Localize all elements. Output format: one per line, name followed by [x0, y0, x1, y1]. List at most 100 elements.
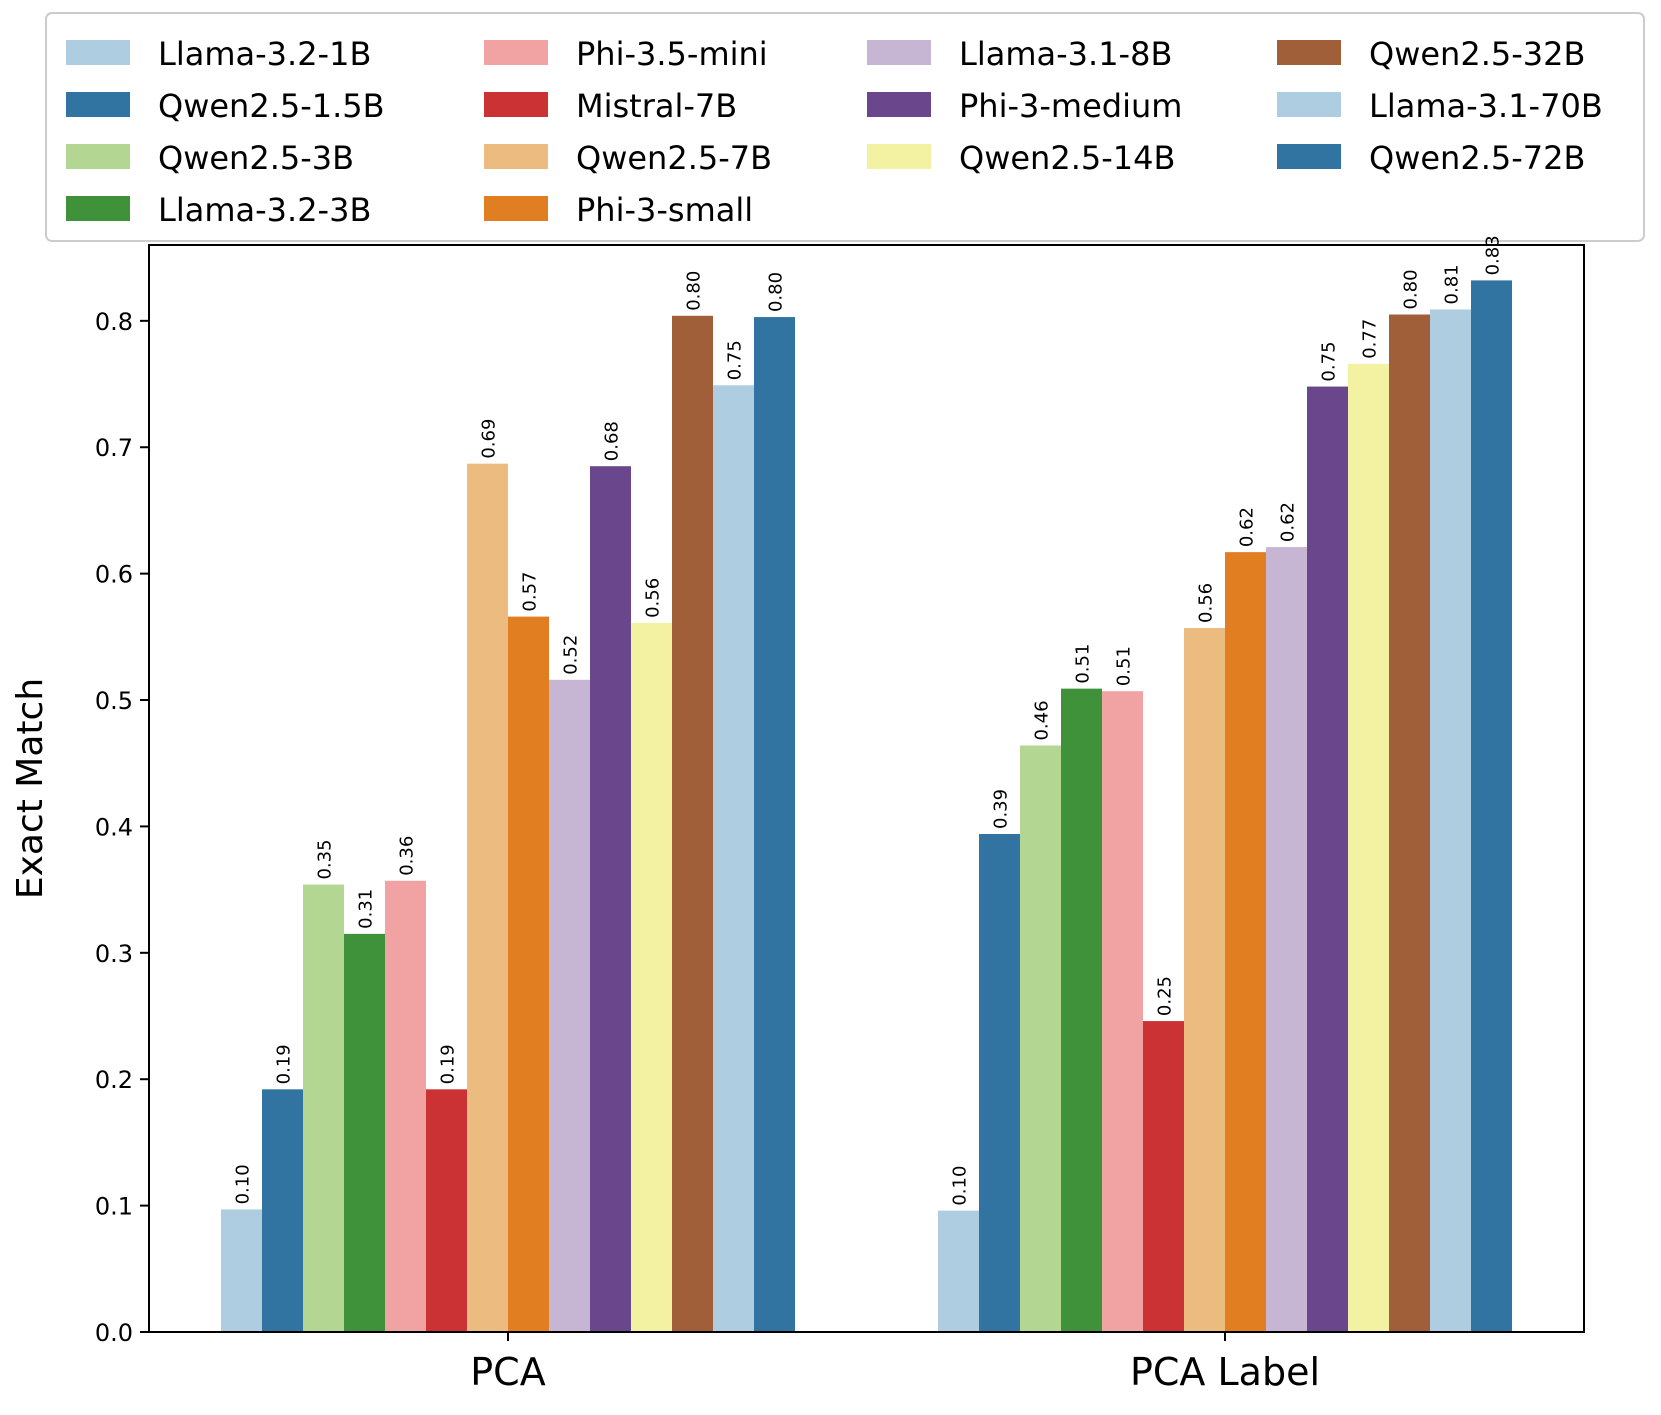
- bar-value-label: 0.56: [643, 578, 664, 618]
- bar-mistral-7b-pca: [426, 1089, 467, 1332]
- bar-qwen2-5-32b-pca-label: [1389, 314, 1430, 1332]
- bar-value-label: 0.83: [1483, 235, 1504, 275]
- bar-value-label: 0.80: [1401, 269, 1422, 309]
- bar-qwen2-5-14b-pca-label: [1348, 363, 1389, 1332]
- bar-llama-3-2-3b-pca: [344, 933, 385, 1332]
- bar-value-label: 0.75: [725, 340, 746, 380]
- bar-mistral-7b-pca-label: [1143, 1021, 1184, 1332]
- x-tick-label: PCA: [470, 1350, 545, 1394]
- bar-phi-3-small-pca: [508, 616, 549, 1332]
- bar-value-label: 0.31: [356, 889, 377, 929]
- bar-llama-3-1-70b-pca: [713, 385, 754, 1332]
- bars: 0.10 0.19 0.35 0.31 0.36 0.19 0.69 0.57 0.52 0.68…: [221, 235, 1512, 1333]
- bar-value-label: 0.80: [766, 272, 787, 312]
- bar-value-label: 0.10: [233, 1164, 254, 1204]
- y-tick-label: 0.5: [95, 687, 133, 715]
- y-axis: 0.0 0.1 0.2 0.3 0.4 0.5 0.6 0.7 0.8: [95, 308, 149, 1347]
- bar-qwen2-5-7b-pca-label: [1184, 627, 1225, 1332]
- y-axis-label: Exact Match: [10, 678, 51, 899]
- legend-swatch: [66, 40, 130, 65]
- bar-value-label: 0.19: [274, 1044, 295, 1084]
- bar-value-label: 0.80: [684, 271, 705, 311]
- y-tick-label: 0.7: [95, 434, 133, 462]
- bar-value-label: 0.10: [950, 1166, 971, 1206]
- y-tick-label: 0.8: [95, 308, 133, 336]
- plot-frame: [148, 244, 1585, 1333]
- bar-llama-3-1-8b-pca-label: [1266, 547, 1307, 1332]
- legend-entry-label: Qwen2.5-72B: [1369, 139, 1585, 177]
- bar-qwen2-5-3b-pca: [303, 884, 344, 1332]
- bar-value-label: 0.56: [1196, 583, 1217, 623]
- bar-value-label: 0.25: [1155, 976, 1176, 1016]
- bar-qwen2-5-1-5b-pca: [262, 1089, 303, 1332]
- bar-phi-3-small-pca-label: [1225, 552, 1266, 1332]
- legend-entry-label: Qwen2.5-1.5B: [158, 87, 385, 125]
- legend-entry-label: Qwen2.5-7B: [576, 139, 772, 177]
- legend-swatch: [1277, 40, 1341, 65]
- bar-qwen2-5-72b-pca-label: [1471, 280, 1512, 1333]
- bar-qwen2-5-7b-pca: [467, 463, 508, 1332]
- legend-swatch: [66, 144, 130, 169]
- bar-phi-3-medium-pca: [590, 466, 631, 1332]
- bar-value-label: 0.52: [561, 635, 582, 675]
- bar-value-label: 0.35: [315, 839, 336, 879]
- y-tick-label: 0.4: [95, 813, 133, 841]
- legend-entry-label: Qwen2.5-3B: [158, 139, 354, 177]
- legend-swatch: [867, 40, 931, 65]
- bar-qwen2-5-14b-pca: [631, 622, 672, 1332]
- bar-value-label: 0.75: [1319, 341, 1340, 381]
- bar-value-label: 0.77: [1360, 319, 1381, 359]
- legend-entry-label: Phi-3-small: [576, 191, 753, 229]
- legend-swatch: [867, 144, 931, 169]
- legend-entry-label: Phi-3-medium: [959, 87, 1182, 125]
- bar-value-label: 0.68: [602, 421, 623, 461]
- bar-value-label: 0.36: [397, 836, 418, 876]
- bar-value-label: 0.19: [438, 1044, 459, 1084]
- legend-swatch: [66, 92, 130, 117]
- legend-swatch: [484, 144, 548, 169]
- bar-phi-3-5-mini-pca: [385, 880, 426, 1332]
- bar-value-label: 0.57: [520, 572, 541, 612]
- legend-entry-label: Mistral-7B: [576, 87, 737, 125]
- bar-qwen2-5-3b-pca-label: [1020, 745, 1061, 1332]
- y-tick-label: 0.6: [95, 561, 133, 589]
- bar-value-label: 0.51: [1114, 646, 1135, 686]
- legend-swatch: [66, 196, 130, 221]
- legend: Llama-3.2-1B Qwen2.5-1.5B Qwen2.5-3B Llama-…: [45, 12, 1645, 242]
- bar-phi-3-medium-pca-label: [1307, 386, 1348, 1332]
- y-tick-label: 0.2: [95, 1066, 133, 1094]
- bar-llama-3-2-1b-pca-label: [938, 1210, 979, 1332]
- bar-llama-3-2-3b-pca-label: [1061, 688, 1102, 1332]
- legend-swatch: [484, 196, 548, 221]
- x-axis: PCA PCA Label: [470, 1332, 1320, 1394]
- x-tick-label: PCA Label: [1130, 1350, 1320, 1394]
- bar-value-label: 0.51: [1073, 644, 1094, 684]
- y-tick-label: 0.3: [95, 940, 133, 968]
- legend-entry-label: Qwen2.5-32B: [1369, 35, 1585, 73]
- legend-entry-label: Llama-3.1-8B: [959, 35, 1172, 73]
- bar-llama-3-1-70b-pca-label: [1430, 309, 1471, 1332]
- legend-swatch: [1277, 144, 1341, 169]
- bar-value-label: 0.62: [1278, 502, 1299, 542]
- bar-qwen2-5-1-5b-pca-label: [979, 834, 1020, 1332]
- bar-qwen2-5-72b-pca: [754, 317, 795, 1332]
- legend-swatch: [1277, 92, 1341, 117]
- legend-swatch: [484, 92, 548, 117]
- bar-llama-3-2-1b-pca: [221, 1209, 262, 1332]
- legend-swatch: [867, 92, 931, 117]
- bar-value-label: 0.46: [1032, 700, 1053, 740]
- bar-llama-3-1-8b-pca: [549, 679, 590, 1332]
- legend-entry-label: Phi-3.5-mini: [576, 35, 768, 73]
- bar-value-label: 0.39: [991, 789, 1012, 829]
- legend-entry-label: Llama-3.2-1B: [158, 35, 371, 73]
- y-tick-label: 0.1: [95, 1193, 133, 1221]
- y-tick-label: 0.0: [95, 1319, 133, 1347]
- legend-swatch: [484, 40, 548, 65]
- legend-box: [45, 12, 1645, 242]
- bar-value-label: 0.62: [1237, 507, 1258, 547]
- bar-value-label: 0.69: [479, 419, 500, 459]
- bar-phi-3-5-mini-pca-label: [1102, 691, 1143, 1332]
- legend-entry-label: Llama-3.1-70B: [1369, 87, 1603, 125]
- bar-qwen2-5-32b-pca: [672, 315, 713, 1333]
